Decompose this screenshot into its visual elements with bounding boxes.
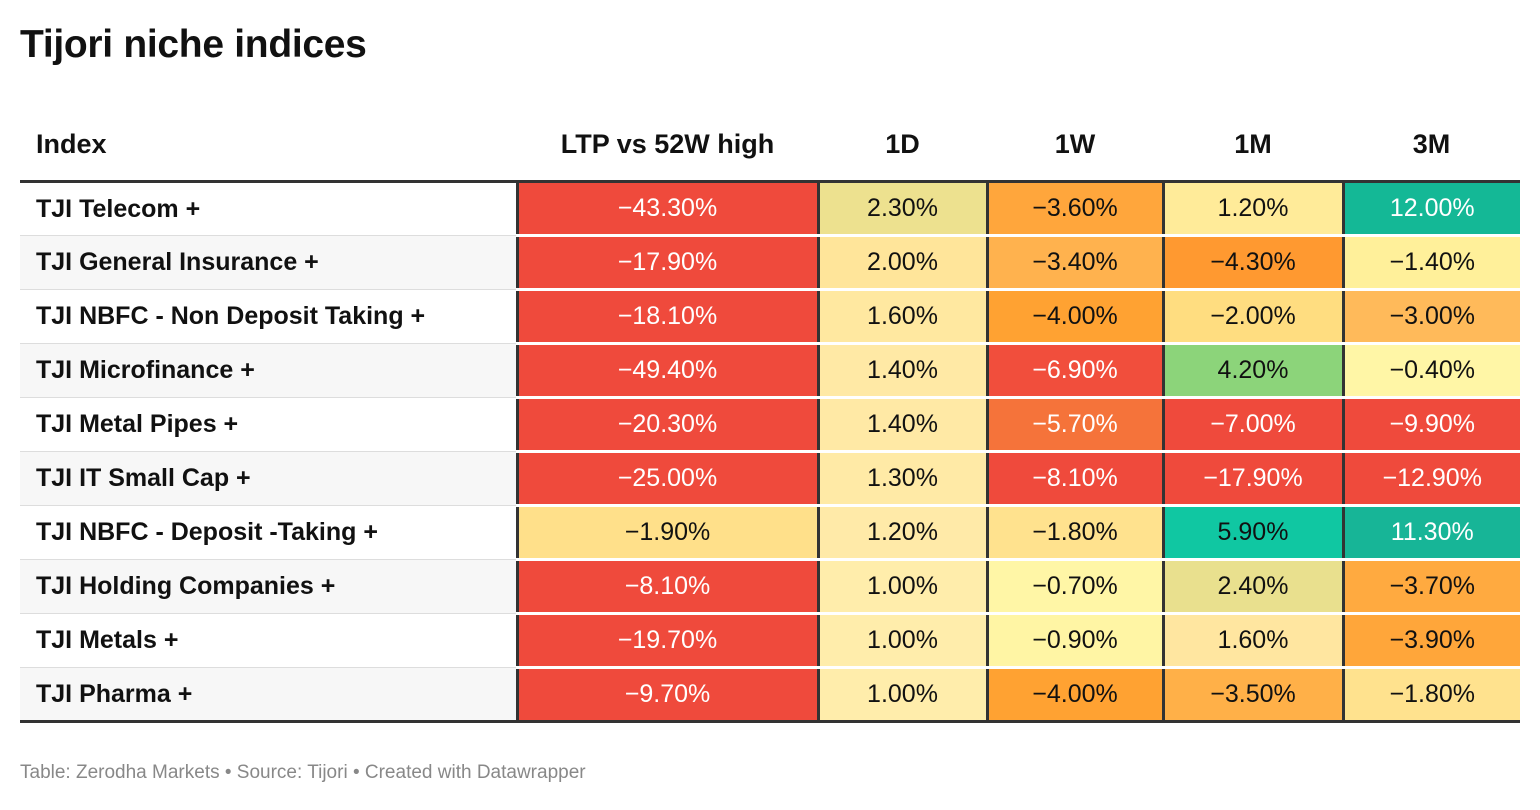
cell-1d: 2.00%: [816, 235, 987, 291]
table-body: TJI Telecom + −43.30% 2.30% −3.60% 1.20% 12.0…: [20, 181, 1520, 723]
row-index-name: TJI Holding Companies +: [20, 559, 517, 614]
cell-ltp-vs-52w-high: −49.40%: [515, 343, 818, 399]
cell-1m: −17.90%: [1161, 451, 1343, 507]
column-header-3m[interactable]: 3M: [1343, 108, 1520, 183]
row-index-name: TJI Microfinance +: [20, 343, 517, 398]
table-row: TJI IT Small Cap + −25.00% 1.30% −8.10% −17.…: [20, 451, 1520, 507]
cell-3m: −1.40%: [1341, 235, 1520, 291]
row-index-name: TJI Pharma +: [20, 667, 517, 723]
cell-ltp-vs-52w-high: −43.30%: [515, 181, 818, 237]
cell-1w: −5.70%: [985, 397, 1163, 453]
cell-1m: −4.30%: [1161, 235, 1343, 291]
cell-1m: −2.00%: [1161, 289, 1343, 345]
cell-1m: 5.90%: [1161, 505, 1343, 561]
cell-3m: −0.40%: [1341, 343, 1520, 399]
cell-3m: 11.30%: [1341, 505, 1520, 561]
cell-1w: −4.00%: [985, 289, 1163, 345]
column-header-1d[interactable]: 1D: [818, 108, 987, 183]
cell-1d: 1.00%: [816, 613, 987, 669]
row-index-name: TJI General Insurance +: [20, 235, 517, 290]
cell-1w: −1.80%: [985, 505, 1163, 561]
cell-1w: −8.10%: [985, 451, 1163, 507]
column-header-1w[interactable]: 1W: [987, 108, 1163, 183]
row-index-name: TJI Metal Pipes +: [20, 397, 517, 452]
table-row: TJI General Insurance + −17.90% 2.00% −3.40…: [20, 235, 1520, 291]
cell-1d: 2.30%: [816, 181, 987, 237]
cell-1d: 1.60%: [816, 289, 987, 345]
column-header-ltp-vs-52w-high[interactable]: LTP vs 52W high: [517, 108, 818, 183]
table-row: TJI NBFC - Non Deposit Taking + −18.10% 1.…: [20, 289, 1520, 345]
cell-1w: −0.90%: [985, 613, 1163, 669]
cell-3m: −3.00%: [1341, 289, 1520, 345]
table-row: TJI Metal Pipes + −20.30% 1.40% −5.70% −7.00…: [20, 397, 1520, 453]
row-index-name: TJI Telecom +: [20, 181, 517, 236]
cell-1m: 1.20%: [1161, 181, 1343, 237]
table-row: TJI Pharma + −9.70% 1.00% −4.00% −3.50% −1.80…: [20, 667, 1520, 723]
cell-ltp-vs-52w-high: −19.70%: [515, 613, 818, 669]
cell-3m: −1.80%: [1341, 667, 1520, 723]
table-row: TJI Microfinance + −49.40% 1.40% −6.90% 4.20…: [20, 343, 1520, 399]
cell-3m: 12.00%: [1341, 181, 1520, 237]
cell-ltp-vs-52w-high: −1.90%: [515, 505, 818, 561]
cell-1d: 1.20%: [816, 505, 987, 561]
table-row: TJI Holding Companies + −8.10% 1.00% −0.70%…: [20, 559, 1520, 615]
cell-1m: 4.20%: [1161, 343, 1343, 399]
cell-3m: −9.90%: [1341, 397, 1520, 453]
cell-1m: −7.00%: [1161, 397, 1343, 453]
row-index-name: TJI IT Small Cap +: [20, 451, 517, 506]
cell-ltp-vs-52w-high: −20.30%: [515, 397, 818, 453]
cell-ltp-vs-52w-high: −17.90%: [515, 235, 818, 291]
cell-1w: −3.40%: [985, 235, 1163, 291]
chart-title: Tijori niche indices: [20, 23, 367, 66]
column-header-index[interactable]: Index: [20, 108, 517, 183]
row-index-name: TJI NBFC - Deposit -Taking +: [20, 505, 517, 560]
cell-1m: 1.60%: [1161, 613, 1343, 669]
cell-3m: −3.70%: [1341, 559, 1520, 615]
cell-1d: 1.30%: [816, 451, 987, 507]
table-row: TJI Telecom + −43.30% 2.30% −3.60% 1.20% 12.0…: [20, 181, 1520, 237]
cell-1d: 1.00%: [816, 667, 987, 723]
cell-1d: 1.00%: [816, 559, 987, 615]
indices-table: Index LTP vs 52W high 1D 1W 1M 3M TJI Te…: [20, 108, 1520, 723]
column-header-1m[interactable]: 1M: [1163, 108, 1343, 183]
table-row: TJI Metals + −19.70% 1.00% −0.90% 1.60% −3.90…: [20, 613, 1520, 669]
cell-ltp-vs-52w-high: −25.00%: [515, 451, 818, 507]
cell-ltp-vs-52w-high: −18.10%: [515, 289, 818, 345]
cell-1w: −4.00%: [985, 667, 1163, 723]
cell-3m: −3.90%: [1341, 613, 1520, 669]
table-row: TJI NBFC - Deposit -Taking + −1.90% 1.20% −…: [20, 505, 1520, 561]
cell-1d: 1.40%: [816, 397, 987, 453]
cell-1w: −0.70%: [985, 559, 1163, 615]
header-row: Index LTP vs 52W high 1D 1W 1M 3M: [20, 108, 1520, 183]
row-index-name: TJI Metals +: [20, 613, 517, 668]
cell-1w: −3.60%: [985, 181, 1163, 237]
footer-credit: Table: Zerodha Markets • Source: Tijori …: [20, 762, 586, 783]
cell-3m: −12.90%: [1341, 451, 1520, 507]
cell-1d: 1.40%: [816, 343, 987, 399]
cell-1m: −3.50%: [1161, 667, 1343, 723]
cell-ltp-vs-52w-high: −8.10%: [515, 559, 818, 615]
cell-ltp-vs-52w-high: −9.70%: [515, 667, 818, 723]
cell-1m: 2.40%: [1161, 559, 1343, 615]
cell-1w: −6.90%: [985, 343, 1163, 399]
row-index-name: TJI NBFC - Non Deposit Taking +: [20, 289, 517, 344]
